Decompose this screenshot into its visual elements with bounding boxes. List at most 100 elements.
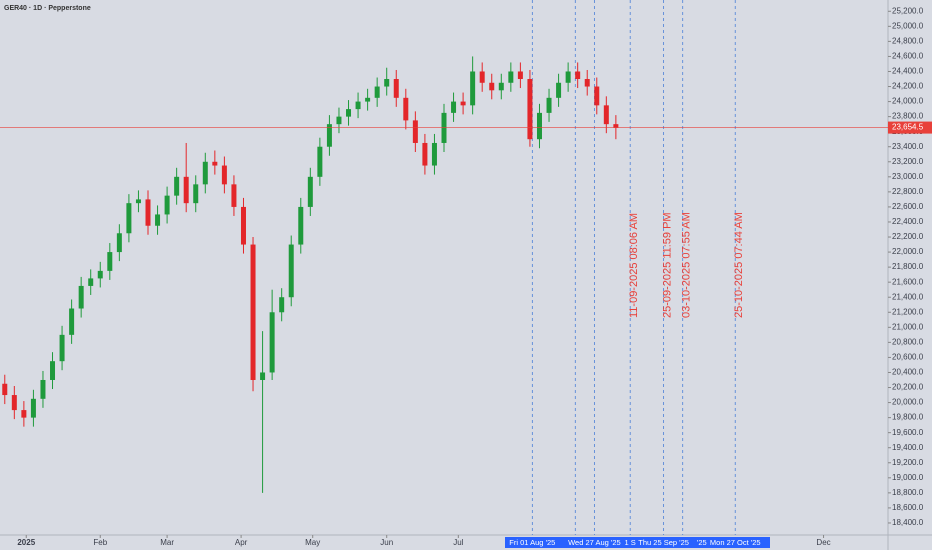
y-tick-label: 20,600.0 [892, 353, 924, 362]
candle-body [374, 86, 380, 98]
y-tick-label: 20,000.0 [892, 398, 924, 407]
candle-body [212, 161, 218, 166]
y-tick-label: 21,000.0 [892, 322, 924, 331]
candle-body [517, 71, 523, 80]
candle-body [489, 82, 495, 91]
y-tick-label: 25,000.0 [892, 21, 924, 30]
marker-label: 1 S [625, 538, 636, 547]
y-tick-label: 18,600.0 [892, 503, 924, 512]
y-tick-label: 23,800.0 [892, 112, 924, 121]
candle-body [384, 79, 390, 87]
y-tick-label: 22,600.0 [892, 202, 924, 211]
y-tick-label: 23,000.0 [892, 172, 924, 181]
price-label-box [888, 121, 932, 134]
candle-body [584, 79, 590, 87]
candle-body [536, 112, 542, 140]
annotation: 03-10-2025 07:55 AM [681, 212, 693, 318]
y-tick-label: 18,400.0 [892, 518, 924, 527]
candle-body [298, 206, 304, 245]
y-tick-label: 19,800.0 [892, 413, 924, 422]
x-tick-label: Jun [380, 538, 393, 547]
y-tick-label: 22,000.0 [892, 247, 924, 256]
candle-body [403, 97, 409, 121]
candle-body [97, 270, 103, 279]
x-tick-label: Jul [453, 538, 463, 547]
candle-body [30, 398, 36, 418]
y-tick-label: 24,800.0 [892, 36, 924, 45]
candle-body [279, 297, 285, 313]
marker-label: Fri 01 Aug '25 [509, 538, 555, 547]
annotation: 11-09-2025 08:06 AM [628, 213, 640, 318]
candle-body [145, 199, 151, 226]
x-tick-label: Mar [160, 538, 174, 547]
candle-body [250, 244, 256, 380]
candle-body [393, 79, 399, 98]
candle-body [174, 176, 180, 196]
candle-body [69, 308, 75, 335]
candle-body [78, 285, 84, 309]
candle-body [50, 361, 56, 380]
candle-body [59, 334, 65, 362]
x-tick-label: 2025 [17, 538, 35, 547]
candle-body [231, 184, 237, 207]
candle-body [451, 101, 457, 113]
candle-body [11, 395, 17, 411]
candle-body [412, 120, 418, 143]
candle-body [240, 206, 246, 245]
candle-body [155, 214, 161, 226]
x-tick-label: Feb [93, 538, 107, 547]
marker-label: Mon 27 Oct '25 [710, 538, 761, 547]
price-label: 23,654.5 [892, 123, 924, 132]
candle-body [431, 142, 437, 166]
candle-body [88, 278, 94, 286]
y-tick-label: 21,400.0 [892, 292, 924, 301]
y-tick-label: 22,800.0 [892, 187, 924, 196]
candle-body [527, 79, 533, 140]
candle-body [164, 195, 170, 215]
candle-body [546, 97, 552, 113]
annotation: 25-09-2025 11:59 PM [662, 212, 674, 318]
candle-body [135, 199, 141, 204]
candle-body [221, 165, 227, 185]
y-tick-label: 19,000.0 [892, 473, 924, 482]
candle-body [269, 312, 275, 373]
candle-body [107, 252, 113, 271]
candle-body [183, 176, 189, 204]
marker-label: Wed 27 Aug '25 [568, 538, 621, 547]
candle-body [355, 101, 361, 110]
y-tick-label: 24,400.0 [892, 67, 924, 76]
y-tick-label: 19,200.0 [892, 458, 924, 467]
candle-body [193, 184, 199, 204]
candle-body [116, 233, 122, 253]
y-tick-label: 21,800.0 [892, 262, 924, 271]
y-tick-label: 18,800.0 [892, 488, 924, 497]
candle-body [594, 86, 600, 106]
y-tick-label: 22,400.0 [892, 217, 924, 226]
y-tick-label: 24,200.0 [892, 82, 924, 91]
y-tick-label: 23,200.0 [892, 157, 924, 166]
chart-title: GER40 · 1D · Pepperstone [4, 5, 91, 12]
y-tick-label: 25,200.0 [892, 6, 924, 15]
candle-body [288, 244, 294, 298]
candle-body [575, 71, 581, 80]
time-highlight [505, 537, 770, 548]
y-tick-label: 19,400.0 [892, 443, 924, 452]
candle-body [603, 105, 609, 125]
candle-body [613, 124, 619, 128]
marker-label: Thu 25 Sep '25 [638, 538, 689, 547]
candle-body [2, 383, 8, 396]
candle-body [556, 82, 562, 98]
candle-body [326, 124, 332, 147]
candle-body [126, 203, 132, 234]
y-tick-label: 21,600.0 [892, 277, 924, 286]
candle-body [565, 71, 571, 83]
x-tick-label: Dec [816, 538, 830, 547]
marker-label: '25 [697, 538, 707, 547]
x-tick-label: Apr [235, 538, 248, 547]
annotation: 25-10-2025 07:44 AM [733, 212, 745, 318]
y-tick-label: 24,000.0 [892, 97, 924, 106]
candle-body [21, 410, 27, 418]
x-tick-label: May [305, 538, 320, 547]
